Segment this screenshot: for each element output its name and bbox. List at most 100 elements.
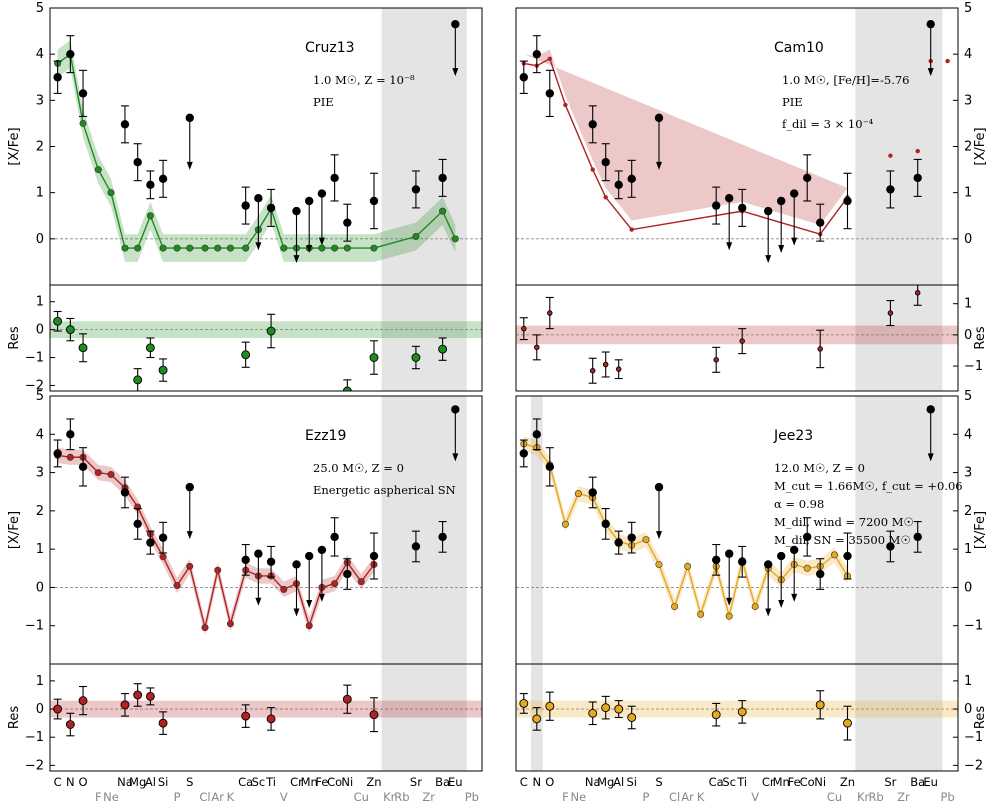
residual-point xyxy=(588,708,598,718)
observation-point xyxy=(926,19,935,29)
residuals-group xyxy=(50,683,482,737)
residuals-group xyxy=(516,285,958,384)
model-point xyxy=(603,195,608,200)
x-element-label: Co xyxy=(327,775,342,789)
res-y-tick-label: 0 xyxy=(36,323,44,338)
observation-point xyxy=(545,462,554,472)
upper-limit-arrowhead xyxy=(452,68,459,77)
observation-point xyxy=(146,538,155,547)
y-tick-label: 0 xyxy=(964,232,972,247)
res-frame xyxy=(49,284,483,392)
observation-point xyxy=(654,482,664,492)
residual-point xyxy=(713,357,719,363)
x-element-label: Ba xyxy=(435,775,450,789)
panel-title: Jee23 xyxy=(773,428,813,444)
observation-point xyxy=(369,196,379,206)
model-point xyxy=(0,149,2,153)
residual-point xyxy=(614,704,624,714)
model-point xyxy=(888,153,893,158)
x-element-label: Mn xyxy=(301,775,318,789)
panel-annotation: α = 0.98 xyxy=(774,497,824,511)
y-tick-label: 4 xyxy=(36,47,44,62)
upper-limit-arrowhead xyxy=(927,68,934,77)
model-point xyxy=(915,148,920,154)
observation-point xyxy=(305,196,314,206)
residuals-group xyxy=(516,690,958,741)
x-element-label: Fe xyxy=(315,775,328,789)
shaded-region-N-main xyxy=(530,396,543,664)
observation-point xyxy=(926,405,935,414)
observation-point xyxy=(369,551,379,561)
observation-point xyxy=(317,545,327,555)
observation-point xyxy=(790,189,799,198)
observation-point xyxy=(803,173,812,183)
model-point xyxy=(439,207,447,215)
observation-point xyxy=(601,519,610,529)
x-element-label: Al xyxy=(145,775,156,789)
shaded-region-res xyxy=(855,285,943,391)
residual-point xyxy=(739,338,745,344)
shaded-region-res xyxy=(381,664,467,771)
model-point xyxy=(547,56,552,61)
model-point xyxy=(146,212,154,220)
observation-point xyxy=(712,201,721,210)
residual-point xyxy=(78,696,88,706)
x-element-label-gray: Kr xyxy=(857,790,870,804)
upper-limit-arrowhead xyxy=(306,600,313,609)
model-point xyxy=(629,227,634,232)
x-element-label: Sr xyxy=(410,775,422,789)
observation-point xyxy=(627,174,636,184)
shaded-region-main xyxy=(381,396,467,664)
observation-point xyxy=(816,569,825,579)
model-point xyxy=(343,244,351,252)
model-point xyxy=(79,119,87,127)
y-tick-label: 3 xyxy=(964,93,972,108)
observation-point xyxy=(738,203,747,213)
observation-point xyxy=(601,157,610,167)
model-band xyxy=(523,436,848,624)
y-axis-label: [X/Fe] xyxy=(7,511,22,549)
model-point xyxy=(451,235,459,243)
x-element-label-gray: Cl xyxy=(669,790,680,804)
model-point xyxy=(318,244,326,252)
y-axis-label: [X/Fe] xyxy=(7,127,22,165)
model-point xyxy=(226,620,234,628)
shaded-region-res xyxy=(855,664,943,771)
model-point xyxy=(66,453,74,461)
panel-annotation: PIE xyxy=(313,95,334,109)
model-point xyxy=(563,102,568,108)
model-point xyxy=(201,624,209,632)
model-point xyxy=(561,520,569,528)
x-element-label-gray: Kr xyxy=(383,790,396,804)
residual-point xyxy=(145,691,155,701)
observation-point xyxy=(438,532,447,542)
model-point xyxy=(121,244,129,252)
x-element-label-gray: Pb xyxy=(465,790,479,804)
residual-point xyxy=(737,707,747,717)
upper-limit-arrowhead xyxy=(778,600,785,609)
model-point xyxy=(574,490,582,498)
x-element-label-gray: K xyxy=(697,790,705,804)
x-element-label-gray: P xyxy=(643,790,650,804)
x-element-label: Co xyxy=(800,775,815,789)
panel-title: Ezz19 xyxy=(305,428,346,444)
panel-annotation: PIE xyxy=(782,95,803,109)
residual-band xyxy=(516,700,958,718)
model-point xyxy=(201,244,209,252)
model-point xyxy=(159,553,167,561)
residual-point xyxy=(65,325,75,335)
residual-point xyxy=(534,344,540,351)
observation-point xyxy=(913,173,922,183)
res-frame xyxy=(515,284,959,392)
y-tick-label: 3 xyxy=(36,93,44,108)
res-axis-label: Res xyxy=(973,706,988,729)
residual-point xyxy=(887,310,894,316)
x-element-label-gray: Cl xyxy=(199,790,210,804)
res-y-tick-label: 1 xyxy=(964,297,972,312)
panel-top-left: 0 1 2 3 4 5 −2 −1 0 1 [X/Fe] Res Cruz13 1.0 M☉, Z = 1… xyxy=(7,1,483,393)
observation-point xyxy=(133,519,142,529)
res-axis-label: Res xyxy=(7,326,22,349)
x-element-label: N xyxy=(66,775,75,789)
residual-band xyxy=(516,325,958,345)
x-element-label: Na xyxy=(585,775,601,789)
